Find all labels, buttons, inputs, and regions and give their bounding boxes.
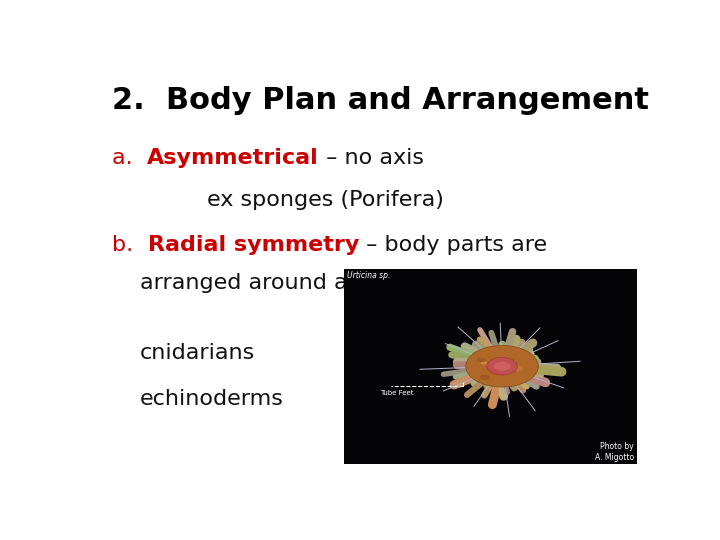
Ellipse shape	[512, 366, 523, 371]
Ellipse shape	[491, 361, 500, 366]
Text: 2.  Body Plan and Arrangement: 2. Body Plan and Arrangement	[112, 85, 649, 114]
Text: Urticina sp.: Urticina sp.	[347, 271, 390, 280]
Text: – no axis: – no axis	[319, 148, 424, 168]
Text: Radial symmetry: Radial symmetry	[148, 235, 359, 255]
FancyBboxPatch shape	[344, 268, 637, 464]
Text: arranged around a central axis: arranged around a central axis	[140, 273, 485, 293]
Ellipse shape	[480, 375, 490, 380]
Ellipse shape	[505, 359, 511, 362]
Text: b.: b.	[112, 235, 148, 255]
Ellipse shape	[466, 346, 539, 387]
Text: Photo by
A. Migotto: Photo by A. Migotto	[595, 442, 634, 462]
Text: cnidarians: cnidarians	[140, 343, 256, 363]
Text: echinoderms: echinoderms	[140, 389, 284, 409]
Ellipse shape	[500, 359, 508, 363]
Text: a.: a.	[112, 148, 147, 168]
Ellipse shape	[510, 363, 518, 367]
Text: – body parts are: – body parts are	[359, 235, 547, 255]
Ellipse shape	[477, 357, 486, 362]
Text: Asymmetrical: Asymmetrical	[147, 148, 319, 168]
Ellipse shape	[494, 362, 510, 371]
Text: Tube Feet: Tube Feet	[380, 390, 414, 396]
Text: ex sponges (Porifera): ex sponges (Porifera)	[207, 190, 444, 210]
Ellipse shape	[481, 361, 487, 365]
Ellipse shape	[487, 357, 518, 375]
